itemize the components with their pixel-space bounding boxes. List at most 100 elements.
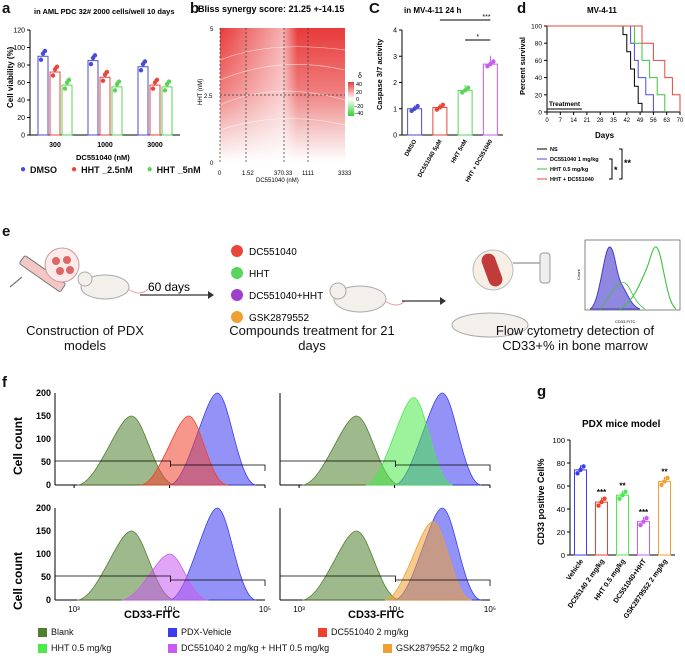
legend-label: DMSO bbox=[30, 164, 58, 175]
panel-a-xlabel: DC551040 (nM) bbox=[76, 153, 130, 162]
panel-c-bar-chart: in MV-4-11 24 h Caspase 3/7 activity 0 1 2… bbox=[375, 6, 503, 183]
panel-d-xlabel: Days bbox=[595, 131, 615, 140]
panel-g-bar-chart: CD33 positive Cell% PDX mice model 0 20 40… bbox=[536, 419, 675, 620]
x-tick-label: HHT 5nM bbox=[451, 139, 469, 165]
data-point bbox=[92, 53, 98, 58]
colorbar-title: δ bbox=[358, 73, 362, 80]
data-point bbox=[662, 479, 667, 484]
data-point bbox=[575, 471, 580, 476]
data-point bbox=[150, 86, 156, 91]
legend-label: DC551040 2 mg/kg + HHT 0.5 mg/kg bbox=[181, 643, 330, 653]
panel-g-title: PDX mice model bbox=[582, 419, 661, 430]
data-point bbox=[54, 64, 60, 69]
days-label: 60 days bbox=[148, 280, 190, 294]
panel-letter-b: b bbox=[190, 0, 200, 17]
pill-icon bbox=[231, 245, 243, 257]
bar bbox=[482, 63, 498, 136]
step-label-pdx: Construction of PDX models bbox=[26, 323, 144, 353]
panel-g-ylabel: CD33 positive Cell% bbox=[536, 458, 546, 545]
y-tick-label: 50 bbox=[41, 457, 51, 467]
x-tick-label: 28 bbox=[597, 118, 604, 124]
y-tick-label: 100 bbox=[531, 24, 542, 31]
panel-d-legend: NS DC551040 1 mg/kg HHT 0.5 mg/kg HHT + … bbox=[537, 147, 632, 183]
y-tick-label: 60 bbox=[535, 58, 543, 65]
compound-label: DC551040+HHT bbox=[249, 291, 323, 302]
y-tick-label: 0 bbox=[538, 110, 542, 117]
x-tick-label: 14 bbox=[570, 118, 577, 124]
legend-label: DC551040 2 mg/kg bbox=[331, 627, 409, 637]
panel-a-title: in AML PDC 32# 2000 cells/well 10 days bbox=[34, 7, 175, 16]
sig-star: * bbox=[476, 34, 479, 41]
x-tick-label: 10³ bbox=[68, 605, 80, 614]
bar bbox=[99, 76, 111, 136]
data-point bbox=[581, 464, 586, 469]
legend-item-dc551040: DC551040 2 mg/kg bbox=[318, 627, 498, 637]
x-tick-label: 21 bbox=[584, 118, 591, 124]
sig-bracket bbox=[619, 148, 623, 180]
data-point bbox=[112, 88, 118, 93]
x-tick-label: 7 bbox=[559, 118, 563, 124]
histogram-area bbox=[121, 553, 209, 601]
x-tick-label: 10⁴ bbox=[163, 605, 176, 614]
colorbar-tick: 0 bbox=[356, 97, 359, 103]
data-point bbox=[437, 105, 443, 110]
data-point bbox=[116, 79, 122, 84]
y-tick-label: 40 bbox=[557, 505, 565, 514]
y-tick-label: 50 bbox=[41, 572, 51, 582]
legend-item-blank: Blank bbox=[38, 627, 158, 637]
legend-swatch bbox=[38, 643, 47, 653]
y-tick-label: 20 bbox=[557, 528, 565, 537]
bar bbox=[87, 60, 99, 136]
data-point bbox=[644, 516, 649, 521]
panel-letter-f: f bbox=[2, 374, 7, 391]
panel-d-survival-chart: MV-4-11 Percent survival Days Treatment … bbox=[518, 6, 684, 183]
data-point bbox=[620, 493, 625, 498]
panel-b-title: Bliss synergy score: 21.25 +-14.15 bbox=[198, 4, 344, 14]
data-point bbox=[104, 69, 110, 75]
data-point bbox=[42, 48, 48, 54]
bar bbox=[37, 55, 49, 136]
y-tick-label: 100 bbox=[552, 436, 565, 445]
bar bbox=[49, 71, 61, 136]
x-tick: 370.33 bbox=[274, 171, 293, 177]
data-point bbox=[50, 73, 56, 78]
bar bbox=[111, 86, 123, 136]
dissected-mouse-icon bbox=[451, 249, 551, 338]
data-point bbox=[154, 77, 160, 83]
x-tick-label: 300 bbox=[49, 142, 61, 149]
data-point bbox=[596, 503, 601, 508]
legend-item-gsk: GSK2879552 2 mg/kg bbox=[383, 643, 513, 653]
legend-label: NS bbox=[550, 147, 558, 153]
colorbar-tick: −20 bbox=[354, 104, 363, 110]
legend-item-hht-5: ● HHT _5nM bbox=[146, 164, 201, 175]
y-tick: 5 bbox=[210, 27, 214, 33]
histogram-area bbox=[384, 521, 472, 601]
data-point bbox=[602, 496, 607, 501]
y-tick-label: 0 bbox=[561, 551, 565, 560]
legend-label: PDX-Vehicle bbox=[181, 627, 232, 637]
data-point bbox=[488, 61, 493, 67]
bar bbox=[161, 86, 173, 136]
y-tick-label: 0 bbox=[21, 133, 25, 140]
colorbar-tick: −40 bbox=[354, 111, 363, 117]
survival-curve bbox=[547, 25, 654, 112]
data-point bbox=[142, 59, 148, 64]
y-tick-label: 100 bbox=[36, 549, 51, 559]
y-tick-label: 0 bbox=[393, 133, 397, 140]
data-point bbox=[100, 78, 106, 83]
panel-letter-e: e bbox=[2, 223, 11, 240]
panel-f-xlabel-right: CD33-FITC bbox=[348, 609, 404, 621]
bar bbox=[595, 501, 608, 556]
bar bbox=[432, 106, 448, 136]
legend-swatch bbox=[168, 627, 177, 637]
panel-letter-c: C bbox=[369, 0, 380, 17]
sig-star: *** bbox=[597, 488, 607, 497]
pill-icon bbox=[231, 289, 243, 301]
data-point bbox=[578, 467, 583, 473]
y-tick-label: 2 bbox=[393, 80, 397, 87]
x-tick: 1.52 bbox=[242, 171, 254, 177]
y-tick-label: 40 bbox=[17, 98, 25, 105]
bar bbox=[457, 89, 473, 136]
bar bbox=[407, 108, 423, 136]
panel-f-ylabel-bottom: Cell count bbox=[11, 552, 25, 610]
